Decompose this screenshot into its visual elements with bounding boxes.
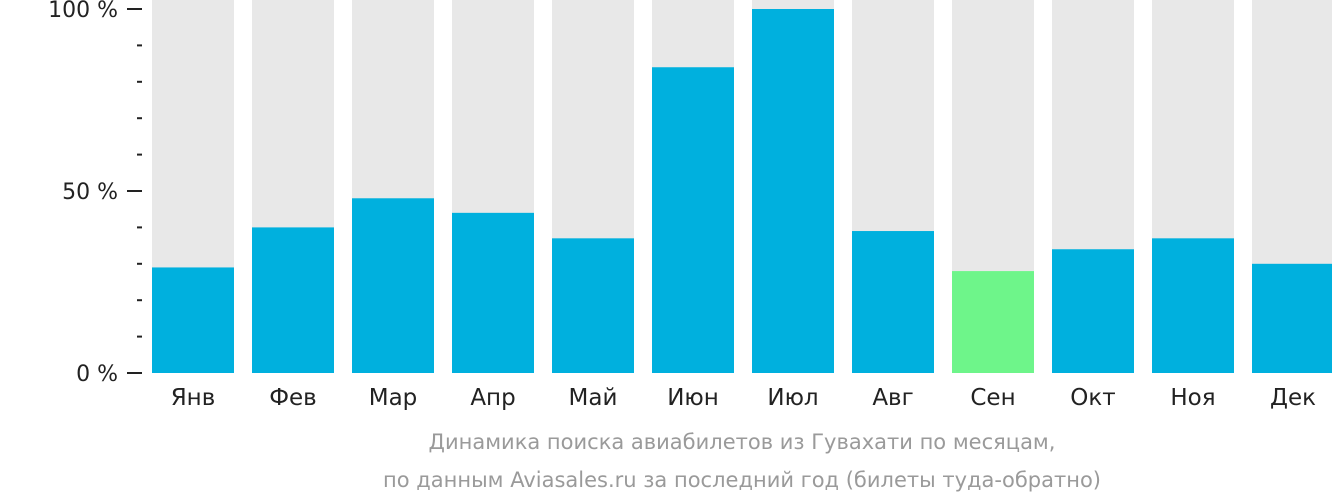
bar	[1152, 238, 1234, 373]
y-tick-label: 50 %	[62, 180, 118, 205]
x-axis: Янв Фев Мар Апр Май Июн Июл Авг Сен Окт Ноя Дек	[171, 385, 1316, 411]
x-tick-label: Мар	[369, 385, 418, 411]
y-axis: 0 % 50 % 100 %	[48, 0, 142, 387]
x-tick-label: Июл	[767, 385, 818, 411]
x-tick-label: Сен	[970, 385, 1015, 411]
bar	[952, 271, 1034, 373]
data-bars	[152, 9, 1332, 374]
bar	[452, 212, 534, 373]
bar	[252, 227, 334, 373]
bar	[552, 238, 634, 373]
x-tick-label: Дек	[1270, 385, 1316, 411]
x-tick-label: Ноя	[1170, 385, 1215, 411]
bar	[1052, 249, 1134, 373]
x-tick-label: Фев	[269, 385, 317, 411]
x-tick-label: Янв	[171, 385, 216, 411]
bar	[1252, 263, 1332, 373]
chart-caption-line-1: Динамика поиска авиабилетов из Гувахати …	[428, 430, 1056, 454]
x-tick-label: Апр	[470, 385, 515, 411]
x-tick-label: Июн	[667, 385, 719, 411]
x-tick-label: Авг	[872, 385, 913, 411]
chart-caption-line-2: по данным Aviasales.ru за последний год …	[383, 468, 1101, 492]
bar	[852, 231, 934, 373]
y-tick-label: 100 %	[48, 0, 118, 23]
x-tick-label: Окт	[1070, 385, 1115, 411]
bar	[352, 198, 434, 373]
x-tick-label: Май	[569, 385, 618, 411]
bar	[752, 9, 834, 373]
bar	[652, 67, 734, 374]
bar-chart: 0 % 50 % 100 % Янв Фев Мар Апр Май Июн Июл Авг Сен…	[48, 0, 1332, 411]
y-tick-label: 0 %	[76, 362, 118, 387]
bar	[152, 267, 234, 373]
